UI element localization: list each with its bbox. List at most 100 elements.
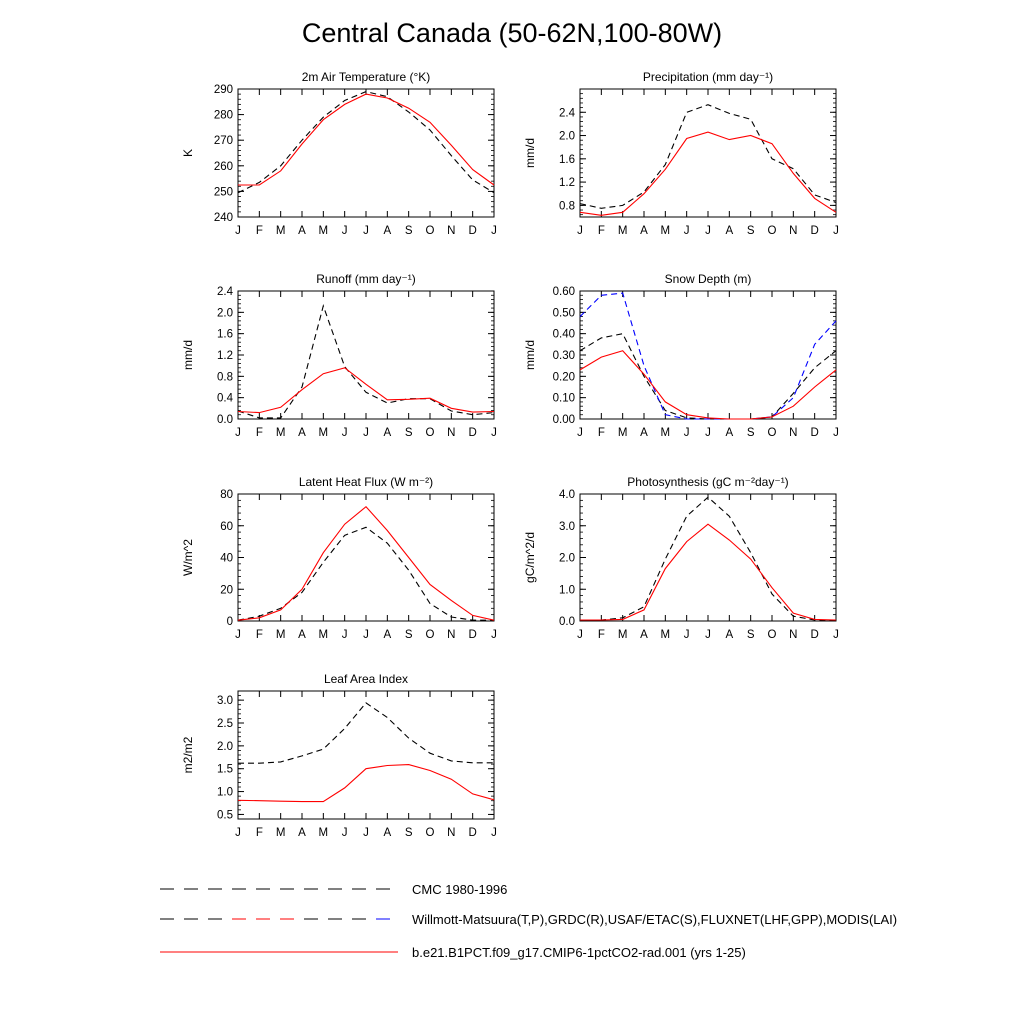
y-tick-label: 0.00 xyxy=(553,414,575,426)
y-tick-label: 0.8 xyxy=(217,371,233,383)
x-tick-label: J xyxy=(705,427,711,439)
panel-title: Photosynthesis (gC m⁻²day⁻¹) xyxy=(627,475,788,489)
y-tick-label: 240 xyxy=(214,212,233,224)
y-tick-label: 1.6 xyxy=(217,329,233,341)
y-tick-label: 260 xyxy=(214,161,233,173)
y-tick-label: 2.5 xyxy=(217,718,233,730)
x-tick-label: J xyxy=(235,629,241,641)
y-tick-label: 1.0 xyxy=(217,787,233,799)
x-tick-label: O xyxy=(426,629,435,641)
x-tick-label: A xyxy=(298,225,306,237)
panel-title: Precipitation (mm day⁻¹) xyxy=(643,70,773,84)
y-tick-label: 290 xyxy=(214,84,233,96)
y-tick-label: 2.0 xyxy=(217,307,233,319)
panel-title: Runoff (mm day⁻¹) xyxy=(316,272,415,286)
x-tick-label: J xyxy=(577,629,583,641)
x-tick-label: J xyxy=(833,427,839,439)
y-tick-label: 0.5 xyxy=(217,809,233,821)
y-axis-label: gC/m^2/d xyxy=(523,532,537,583)
x-tick-label: A xyxy=(640,629,648,641)
x-tick-label: S xyxy=(747,427,755,439)
x-tick-label: N xyxy=(789,225,797,237)
x-tick-label: S xyxy=(747,629,755,641)
x-tick-label: F xyxy=(256,827,263,839)
y-tick-label: 2.0 xyxy=(217,741,233,753)
y-tick-label: 0.50 xyxy=(553,307,575,319)
x-tick-label: M xyxy=(276,827,286,839)
x-tick-label: D xyxy=(811,629,819,641)
x-tick-label: O xyxy=(426,427,435,439)
x-tick-label: A xyxy=(725,225,733,237)
x-tick-label: M xyxy=(319,629,329,641)
x-tick-label: A xyxy=(640,427,648,439)
y-tick-label: 0.10 xyxy=(553,393,575,405)
legend-label: Willmott-Matsuura(T,P),GRDC(R),USAF/ETAC… xyxy=(412,912,897,927)
x-tick-label: S xyxy=(405,225,413,237)
series-line-2 xyxy=(237,764,495,803)
y-tick-label: 3.0 xyxy=(559,521,575,533)
y-tick-label: 0.8 xyxy=(559,200,575,212)
x-tick-label: J xyxy=(491,827,497,839)
x-tick-label: F xyxy=(598,629,605,641)
legend-label: CMC 1980-1996 xyxy=(412,882,507,897)
y-tick-label: 2.0 xyxy=(559,131,575,143)
plot-frame xyxy=(237,88,495,218)
x-tick-label: J xyxy=(705,225,711,237)
x-tick-label: J xyxy=(684,427,690,439)
x-tick-label: M xyxy=(618,225,628,237)
series-line-1 xyxy=(237,91,495,194)
panel-2: Precipitation (mm day⁻¹)mm/dJ F M A M J J A S O N D… xyxy=(523,70,839,237)
panel-5: Latent Heat Flux (W m⁻²)W/m^2J F M A M J J A S O N… xyxy=(181,475,497,641)
legend: CMC 1980-1996 Willmott-Matsuura(T,P),GRDC… xyxy=(160,882,897,960)
x-tick-label: A xyxy=(383,225,391,237)
series-line-1 xyxy=(579,333,837,420)
y-tick-label: 0.0 xyxy=(559,616,575,628)
x-tick-label: O xyxy=(768,225,777,237)
x-tick-label: F xyxy=(598,427,605,439)
x-tick-label: M xyxy=(661,629,671,641)
y-axis-label: mm/d xyxy=(523,138,537,168)
y-tick-label: 2.4 xyxy=(559,107,576,119)
x-tick-label: S xyxy=(747,225,755,237)
legend-label: b.e21.B1PCT.f09_g17.CMIP6-1pctCO2-rad.00… xyxy=(412,945,746,960)
y-tick-label: 2.4 xyxy=(217,286,234,298)
x-tick-label: A xyxy=(725,427,733,439)
y-tick-label: 0 xyxy=(227,616,233,628)
panel-4: Snow Depth (m)mm/dJ F M A M J J A S O N D J0.000.100… xyxy=(523,272,839,439)
plot-frame xyxy=(237,493,495,622)
x-tick-label: J xyxy=(705,629,711,641)
x-tick-label: M xyxy=(618,427,628,439)
x-tick-label: J xyxy=(363,225,369,237)
x-tick-label: J xyxy=(342,225,348,237)
x-tick-label: J xyxy=(684,629,690,641)
x-tick-label: F xyxy=(256,629,263,641)
y-tick-label: 1.0 xyxy=(559,584,575,596)
x-tick-label: J xyxy=(833,225,839,237)
x-tick-label: O xyxy=(426,225,435,237)
x-tick-label: A xyxy=(298,827,306,839)
x-tick-label: D xyxy=(469,629,477,641)
series-line-2 xyxy=(579,131,837,216)
x-tick-label: J xyxy=(491,629,497,641)
y-tick-label: 0.0 xyxy=(217,414,233,426)
y-tick-label: 0.4 xyxy=(217,393,234,405)
y-tick-label: 4.0 xyxy=(559,489,575,501)
x-tick-label: A xyxy=(725,629,733,641)
x-tick-label: J xyxy=(833,629,839,641)
series-line-2 xyxy=(237,505,495,621)
y-tick-label: 20 xyxy=(220,584,233,596)
y-tick-label: 1.5 xyxy=(217,764,233,776)
x-tick-label: J xyxy=(577,225,583,237)
x-tick-label: D xyxy=(811,225,819,237)
y-tick-label: 0.20 xyxy=(553,371,575,383)
panel-title: 2m Air Temperature (°K) xyxy=(302,70,431,84)
y-tick-label: 1.2 xyxy=(559,177,575,189)
x-tick-label: J xyxy=(235,427,241,439)
x-tick-label: J xyxy=(342,427,348,439)
y-tick-label: 3.0 xyxy=(217,695,233,707)
x-tick-label: J xyxy=(342,629,348,641)
series-line-2 xyxy=(580,523,837,621)
y-axis-label: mm/d xyxy=(181,340,195,370)
